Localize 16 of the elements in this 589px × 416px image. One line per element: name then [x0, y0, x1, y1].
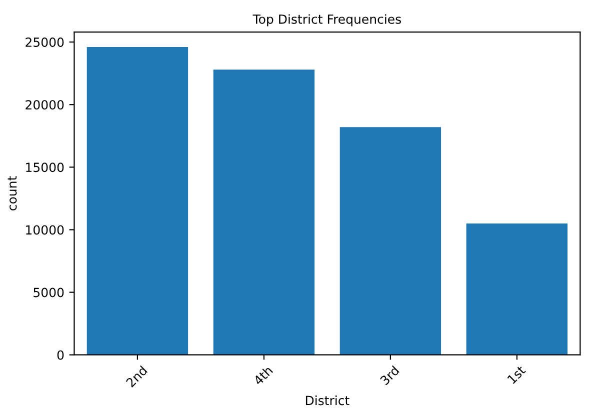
chart-title: Top District Frequencies: [252, 14, 401, 26]
y-tick-label: 15000: [26, 162, 64, 172]
y-tick-label: 5000: [34, 288, 64, 298]
y-tick-label: 10000: [26, 225, 64, 235]
x-tick-label: 3rd: [379, 365, 400, 386]
bar: [340, 127, 442, 355]
x-tick-label: 4th: [252, 365, 273, 386]
y-axis-title: count: [8, 176, 17, 210]
y-tick-label: 0: [57, 350, 64, 360]
bar: [213, 70, 315, 355]
y-tick-label: 20000: [26, 100, 64, 110]
x-tick-label: 1st: [507, 365, 526, 384]
x-axis-title: District: [306, 396, 350, 406]
y-tick-label: 25000: [26, 38, 64, 47]
bar: [466, 223, 568, 355]
bar: [86, 47, 188, 355]
